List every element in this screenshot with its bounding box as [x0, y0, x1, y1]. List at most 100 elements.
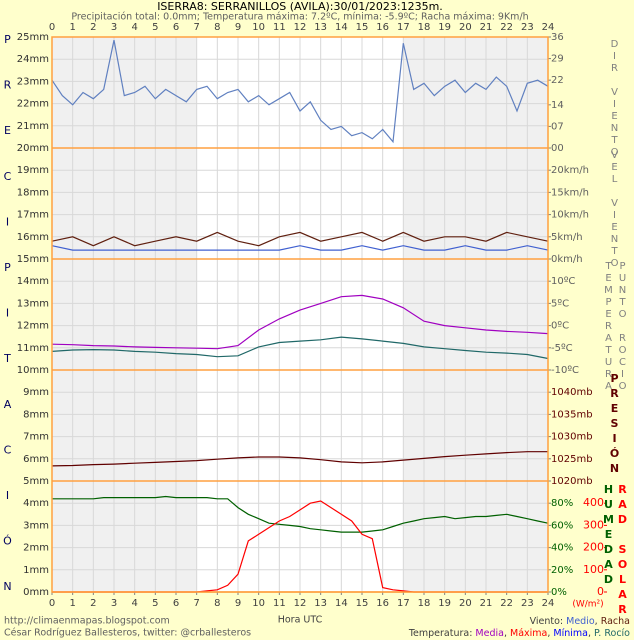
subtitle: Precipitación total: 0.0mm; Temperatura … [71, 12, 528, 23]
legend: Temperatura: Media, Máxima, Mínima, P. R… [408, 628, 630, 639]
night [403, 37, 548, 592]
x-tick-label: 6 [173, 22, 179, 33]
series-line [51, 39, 549, 144]
y-tick-label: 23mm [17, 76, 49, 87]
x-tick-label: 4 [131, 598, 137, 609]
y-tick-label: 24mm [17, 54, 49, 65]
x-tick-label: 16 [376, 22, 389, 33]
y-tick-label: 0mm [23, 587, 49, 598]
x-axis-label: Hora UTC [278, 615, 323, 626]
legend-sep: , [547, 628, 553, 639]
x-tick-label: 7 [193, 598, 199, 609]
y-tick-label: 16mm [17, 232, 49, 243]
y-tick-label: 11mm [17, 343, 49, 354]
x-tick-label: 5 [152, 598, 158, 609]
x-tick-label: 17 [397, 22, 410, 33]
panel-title: PUNTO ROCIO [617, 261, 628, 393]
y2-tick-label: 0 [597, 585, 604, 598]
y-tick-label: 10km/h [551, 210, 589, 221]
y-tick-label: 17mm [17, 210, 49, 221]
legend-item: Mínima [553, 628, 588, 639]
x-tick-label: 0 [49, 22, 55, 33]
x-tick-label: 0 [49, 598, 55, 609]
series-line [51, 294, 549, 350]
x-tick-label: 3 [111, 22, 117, 33]
x-tick-label: 11 [273, 22, 286, 33]
y-tick-label: 19mm [17, 165, 49, 176]
x-tick-label: 10 [252, 22, 265, 33]
y-tick-label: 20km/h [551, 165, 589, 176]
x-tick-label: 15 [356, 598, 369, 609]
x-tick-label: 17 [397, 598, 410, 609]
legend-label: Viento: [530, 616, 567, 627]
y-tick-label: 4mm [23, 498, 49, 509]
y-tick-label: 0% [551, 587, 567, 598]
precip-label: PRECIPITACIÓN [1, 33, 14, 626]
x-tick-label: 2 [90, 598, 96, 609]
x-tick-label: 14 [335, 22, 348, 33]
legend-sep: , [588, 628, 594, 639]
y-tick-label: 13mm [17, 298, 49, 309]
y-tick-label: 00 [551, 143, 564, 154]
x-tick-label: 12 [294, 22, 307, 33]
y-tick-label: 14 [551, 100, 564, 111]
x-tick-label: 13 [314, 22, 327, 33]
x-tick-label: 19 [438, 598, 451, 609]
legend-item: Racha [601, 616, 630, 627]
y2-tick-label: 300 [583, 518, 604, 531]
y-tick-label: 3mm [23, 520, 49, 531]
x-tick-label: 5 [152, 22, 158, 33]
y-tick-label: 40% [551, 543, 573, 554]
x-tick-label: 9 [235, 22, 241, 33]
y-tick-label: 20mm [17, 143, 49, 154]
title: ISERRA8: SERRANILLOS (AVILA):30/01/2023:… [157, 0, 443, 13]
x-tick-label: 10 [252, 598, 265, 609]
x-tick-label: 11 [273, 598, 286, 609]
y-tick-label: 22 [551, 75, 564, 86]
y2-unit: (W/m²) [572, 600, 603, 610]
legend-label: Temperatura: [408, 628, 476, 639]
y-tick-label: 20% [551, 565, 573, 576]
y2-tick-label: 400 [583, 496, 604, 509]
x-tick-label: 1 [69, 22, 75, 33]
y-tick-label: 1mm [23, 565, 49, 576]
y-tick-label: 14mm [17, 276, 49, 287]
y-tick-label: 29 [551, 54, 564, 65]
x-tick-label: 20 [459, 22, 472, 33]
x-tick-label: 18 [418, 22, 431, 33]
x-tick-label: 14 [335, 598, 348, 609]
y-tick-label: 0km/h [551, 254, 583, 265]
legend-item: Máxima [510, 628, 547, 639]
footer-author: César Rodríguez Ballesteros, twitter: @c… [4, 628, 251, 639]
y-tick-label: -5ºC [551, 343, 573, 354]
y-tick-label: 15mm [17, 254, 49, 265]
y-tick-label: 1035mb [551, 409, 593, 420]
panel-title: RAD SOLAR [616, 483, 629, 618]
y-tick-label: 18mm [17, 187, 49, 198]
x-tick-label: 8 [214, 22, 220, 33]
legend-sep: , [504, 628, 510, 639]
y-tick-label: 0ºC [551, 321, 569, 332]
x-tick-label: 4 [131, 22, 137, 33]
x-tick-label: 3 [111, 598, 117, 609]
panel-title: DIR VIENTO [609, 39, 620, 159]
x-tick-label: 19 [438, 22, 451, 33]
x-tick-label: 21 [480, 22, 493, 33]
legend-item: Media [475, 628, 504, 639]
y-tick-label: 25mm [17, 32, 49, 43]
x-tick-label: 24 [542, 598, 555, 609]
y-tick-label: 5ºC [551, 298, 569, 309]
y-tick-label: 1025mb [551, 454, 593, 465]
x-tick-label: 12 [294, 598, 307, 609]
y-tick-label: 8mm [23, 409, 49, 420]
footer-url: http://climaenmapas.blogspot.com [4, 616, 170, 627]
y-tick-label: 80% [551, 498, 573, 509]
panel-title: PRESIÓN [608, 372, 621, 477]
y-tick-label: 12mm [17, 321, 49, 332]
night [52, 37, 197, 592]
x-tick-label: 16 [376, 598, 389, 609]
x-tick-label: 20 [459, 598, 472, 609]
x-tick-label: 7 [193, 22, 199, 33]
